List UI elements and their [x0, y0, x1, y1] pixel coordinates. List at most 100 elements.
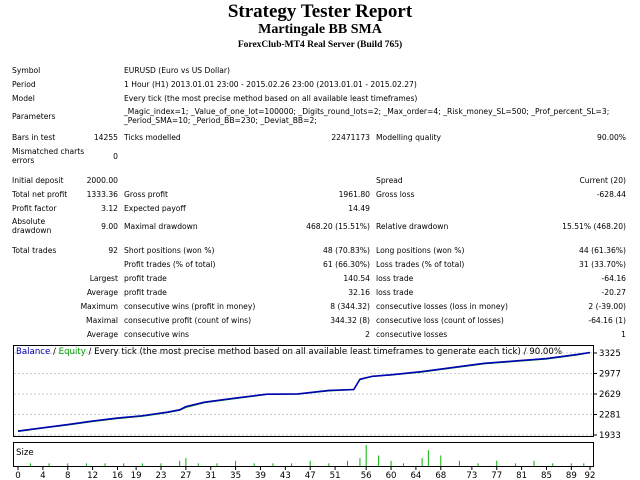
maximal-label: Maximal — [86, 316, 118, 325]
largest-label: Largest — [89, 274, 118, 283]
average-loss-trade-label: loss trade — [376, 288, 414, 297]
size-label: Size — [16, 448, 34, 458]
period-label: Period — [12, 80, 36, 89]
quality-label: Modelling quality — [376, 133, 442, 142]
cons-losses-money-value: 2 (-39.00) — [588, 302, 626, 311]
cons-wins-money-label: consecutive wins (profit in money) — [124, 302, 256, 311]
symbol-label: Symbol — [12, 66, 41, 75]
legend-equity: Equity — [59, 347, 86, 357]
x-tick-label: 23 — [156, 471, 167, 480]
average-loss-trade-value: -20.27 — [601, 288, 626, 297]
loss-trades-label: Loss trades (% of total) — [376, 260, 465, 269]
cons-loss-count-value: -64.16 (1) — [588, 316, 626, 325]
y-tick-label: 2977 — [599, 370, 621, 380]
ticks-label: Ticks modelled — [124, 133, 181, 142]
report-server: ForexClub-MT4 Real Server (Build 765) — [237, 40, 403, 50]
x-tick-label: 27 — [180, 471, 191, 480]
maximal-drawdown-label: Maximal drawdown — [124, 222, 198, 231]
y-tick-label: 3325 — [599, 349, 621, 359]
net-profit-label: Total net profit — [12, 190, 68, 199]
bars-value: 14255 — [93, 133, 118, 142]
parameters-label: Parameters — [12, 112, 56, 121]
average-label: Average — [86, 288, 118, 297]
cons-losses-label: consecutive losses — [376, 330, 448, 339]
profit-trades-label: Profit trades (% of total) — [124, 260, 216, 269]
size-plot-frame — [13, 442, 594, 467]
absolute-drawdown-label: Absolute drawdown — [12, 217, 52, 235]
y-tick-label: 1933 — [599, 431, 621, 441]
long-positions-value: 44 (61.36%) — [579, 246, 626, 255]
largest-loss-trade-value: -64.16 — [601, 274, 626, 283]
spread-value: Current (20) — [579, 176, 626, 185]
x-tick-label: 64 — [410, 471, 421, 480]
total-trades-value: 92 — [108, 246, 118, 255]
total-trades-label: Total trades — [12, 246, 57, 255]
cons-wins-money-value: 8 (344.32) — [330, 302, 370, 311]
profit-factor-value: 3.12 — [101, 204, 118, 213]
x-tick-label: 8 — [65, 471, 70, 480]
x-tick-label: 12 — [87, 471, 98, 480]
x-tick-label: 77 — [491, 471, 502, 480]
x-tick-label: 47 — [305, 471, 316, 480]
long-positions-label: Long positions (won %) — [376, 246, 465, 255]
x-tick-label: 43 — [280, 471, 291, 480]
cons-wins-value: 2 — [365, 330, 370, 339]
short-positions-label: Short positions (won %) — [124, 246, 215, 255]
parameters-value: _Magic_index=1; _Value_of_one_lot=100000… — [124, 107, 610, 125]
initial-deposit-value: 2000.00 — [86, 176, 118, 185]
ticks-value: 22471173 — [331, 133, 370, 142]
largest-profit-trade-value: 140.54 — [343, 274, 370, 283]
relative-drawdown-label: Relative drawdown — [376, 222, 449, 231]
y-tick-label: 2281 — [599, 411, 621, 421]
x-tick-label: 85 — [541, 471, 552, 480]
period-value: 1 Hour (H1) 2013.01.01 23:00 - 2015.02.2… — [124, 80, 417, 89]
model-value: Every tick (the most precise method base… — [124, 94, 418, 103]
x-tick-label: 31 — [205, 471, 216, 480]
x-tick-label: 73 — [466, 471, 477, 480]
legend-separator: / — [50, 347, 58, 357]
report-subtitle: Martingale BB SMA — [258, 22, 382, 37]
x-tick-label: 92 — [585, 471, 596, 480]
absolute-drawdown-value: 9.00 — [101, 222, 118, 231]
legend-balance: Balance — [16, 347, 50, 357]
x-tick-label: 39 — [255, 471, 266, 480]
x-tick-label: 56 — [361, 471, 372, 480]
expected-payoff-label: Expected payoff — [124, 204, 186, 213]
profit-trades-value: 61 (66.30%) — [323, 260, 370, 269]
report-title: Strategy Tester Report — [227, 1, 413, 22]
mismatch-value: 0 — [113, 152, 118, 161]
x-tick-label: 19 — [131, 471, 142, 480]
x-tick-label: 16 — [112, 471, 123, 480]
x-tick-label: 89 — [566, 471, 577, 480]
spread-label: Spread — [376, 176, 403, 185]
gross-loss-label: Gross loss — [376, 190, 415, 199]
cons-wins-label: consecutive wins — [124, 330, 190, 339]
main-plot-frame — [13, 345, 594, 437]
cons-profit-count-label: consecutive profit (count of wins) — [124, 316, 252, 325]
x-tick-label: 51 — [330, 471, 341, 480]
average-cons-label: Average — [86, 330, 118, 339]
symbol-value: EURUSD (Euro vs US Dollar) — [124, 66, 230, 75]
loss-trades-value: 31 (33.70%) — [579, 260, 626, 269]
profit-factor-label: Profit factor — [12, 204, 57, 213]
cons-losses-value: 1 — [621, 330, 626, 339]
largest-profit-trade-label: profit trade — [124, 274, 167, 283]
quality-value: 90.00% — [597, 133, 626, 142]
gross-profit-label: Gross profit — [124, 190, 168, 199]
initial-deposit-label: Initial deposit — [12, 176, 64, 185]
x-tick-label: 60 — [386, 471, 397, 480]
relative-drawdown-value: 15.51% (468.20) — [562, 222, 626, 231]
x-tick-label: 0 — [15, 471, 20, 480]
balance-equity-chart: Balance / Equity / Every tick (the most … — [10, 343, 630, 480]
model-label: Model — [12, 94, 35, 103]
chart-legend: Balance / Equity / Every tick (the most … — [16, 347, 562, 357]
average-profit-trade-label: profit trade — [124, 288, 167, 297]
average-profit-trade-value: 32.16 — [348, 288, 370, 297]
mismatch-label: Mismatched charts errors — [12, 147, 85, 165]
expected-payoff-value: 14.49 — [348, 204, 370, 213]
x-tick-label: 81 — [516, 471, 527, 480]
cons-profit-count-value: 344.32 (8) — [330, 316, 370, 325]
gross-profit-value: 1961.80 — [338, 190, 370, 199]
y-tick-label: 2629 — [599, 390, 621, 400]
x-tick-label: 35 — [230, 471, 241, 480]
